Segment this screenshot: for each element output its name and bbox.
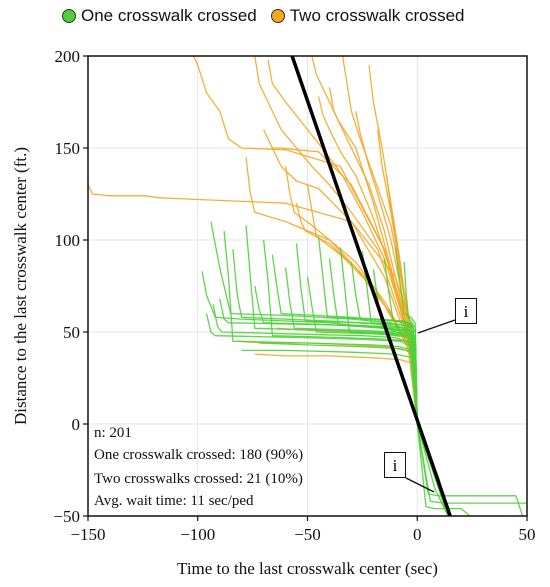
legend-label-one: One crosswalk crossed xyxy=(81,6,257,25)
stat-n: n: 201 xyxy=(94,425,132,441)
legend-dot-two xyxy=(270,9,285,23)
y-tick-label: 100 xyxy=(55,231,81,250)
reference-line-layer xyxy=(290,56,452,516)
ticks: −150 −100 −50 0 50 −50 0 50 100 150 200 xyxy=(53,47,535,544)
y-tick-label: −50 xyxy=(53,507,80,526)
series-line-one xyxy=(416,423,524,516)
legend: One crosswalk crossed Two crosswalk cros… xyxy=(62,4,479,28)
legend-label-two: Two crosswalk crossed xyxy=(289,6,465,25)
callout-box-upper: i xyxy=(455,298,477,324)
x-tick-label: −100 xyxy=(180,525,215,544)
series-line-two xyxy=(306,184,449,516)
y-tick-label: 150 xyxy=(55,139,81,158)
x-tick-label: 0 xyxy=(413,525,422,544)
series-line-two xyxy=(368,65,449,516)
callout-pointers xyxy=(405,319,456,493)
callout-pointer-upper xyxy=(417,319,456,334)
legend-dot-one xyxy=(62,9,76,23)
series-line-one xyxy=(219,298,449,516)
x-tick-label: −50 xyxy=(294,525,321,544)
series-line-one xyxy=(416,423,527,504)
stat-avg-wait: Avg. wait time: 11 sec/ped xyxy=(94,493,254,509)
x-tick-label: −150 xyxy=(70,525,105,544)
x-tick-label: 50 xyxy=(519,525,536,544)
callout-pointer-lower xyxy=(405,477,435,493)
stat-one-crosswalk: One crosswalk crossed: 180 (90%) xyxy=(94,447,304,463)
y-axis-title: Distance to the last crosswalk center (f… xyxy=(11,147,30,425)
series-line-two xyxy=(88,184,449,516)
y-tick-label: 200 xyxy=(55,47,81,66)
reference-line xyxy=(290,56,452,516)
y-tick-label: 0 xyxy=(72,415,81,434)
series-layer xyxy=(88,56,527,516)
y-tick-label: 50 xyxy=(63,323,80,342)
stat-two-crosswalks: Two crosswalks crossed: 21 (10%) xyxy=(94,471,303,487)
series-line-one xyxy=(416,423,471,516)
x-axis-title: Time to the last crosswalk center (sec) xyxy=(177,559,438,578)
callout-box-lower: i xyxy=(384,452,406,478)
legend-item-one: One crosswalk crossed xyxy=(62,6,257,26)
legend-item-two: Two crosswalk crossed xyxy=(270,6,465,26)
